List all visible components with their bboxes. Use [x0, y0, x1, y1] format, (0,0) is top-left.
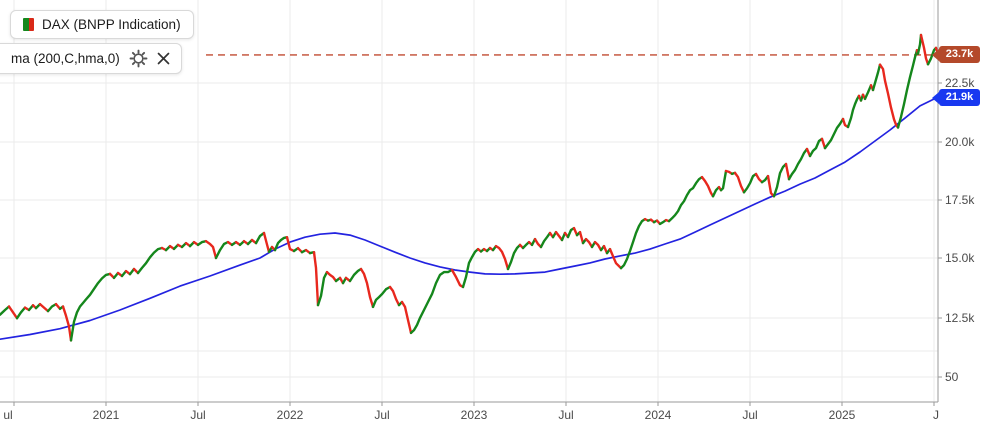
x-axis-label: 2022 — [277, 408, 304, 422]
x-axis-label: ul — [3, 408, 12, 422]
ma-line — [0, 96, 939, 341]
x-axis-label: 2025 — [829, 408, 856, 422]
series-legend-label: DAX (BNPP Indication) — [42, 17, 181, 32]
x-axis-label: Jul — [374, 408, 389, 422]
x-axis-label: J — [933, 408, 939, 422]
y-axis-label: 22.5k — [945, 76, 975, 90]
price-line — [0, 33, 940, 342]
x-axis-label: Jul — [742, 408, 757, 422]
indicator-legend[interactable]: ma (200,C,hma,0) — [0, 43, 182, 74]
x-axis-label: 2024 — [645, 408, 672, 422]
x-axis-label: 2021 — [93, 408, 120, 422]
last-price-badge: 23.7k — [932, 46, 980, 63]
close-icon[interactable] — [157, 52, 170, 65]
y-axis-label: 12.5k — [945, 311, 975, 325]
series-color-icon — [23, 18, 34, 31]
y-axis-label: 50 — [945, 370, 959, 384]
gridlines — [0, 0, 938, 402]
y-axis-label: 15.0k — [945, 251, 975, 265]
series-legend[interactable]: DAX (BNPP Indication) — [10, 10, 194, 39]
gear-icon[interactable] — [129, 49, 148, 68]
indicator-legend-label: ma (200,C,hma,0) — [11, 51, 120, 66]
x-axis-label: 2023 — [461, 408, 488, 422]
x-axis-label: Jul — [558, 408, 573, 422]
y-axis-label: 17.5k — [945, 193, 975, 207]
y-axis-label: 20.0k — [945, 135, 975, 149]
ma-value-badge: 21.9k — [932, 89, 980, 106]
x-axis-label: Jul — [190, 408, 205, 422]
